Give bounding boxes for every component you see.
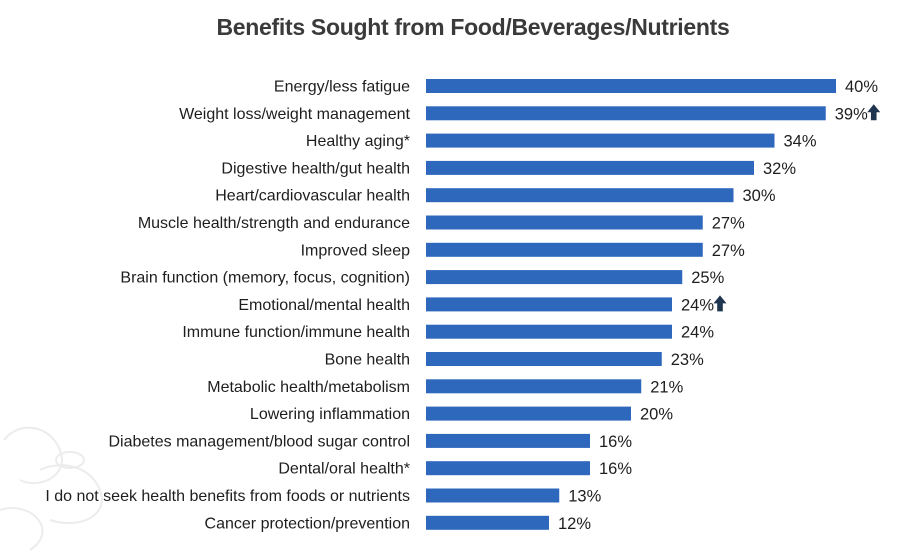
bar bbox=[426, 406, 631, 421]
bar bbox=[426, 270, 683, 285]
value-label: 24% bbox=[681, 324, 714, 342]
up-arrow-icon bbox=[867, 104, 881, 121]
value-label: 21% bbox=[650, 378, 683, 396]
bar bbox=[426, 379, 642, 394]
bar bbox=[426, 515, 549, 530]
bar bbox=[426, 160, 754, 175]
up-arrow-icon bbox=[713, 295, 727, 312]
value-label: 12% bbox=[558, 515, 591, 533]
bar bbox=[426, 188, 734, 203]
bar bbox=[426, 297, 672, 312]
value-label: 32% bbox=[763, 160, 796, 178]
bar bbox=[426, 433, 590, 448]
bar bbox=[426, 106, 826, 121]
bar bbox=[426, 242, 703, 257]
bar bbox=[426, 133, 775, 148]
bar bbox=[426, 79, 836, 93]
bar bbox=[426, 461, 590, 476]
bar bbox=[426, 324, 672, 339]
category-label: I do not seek health benefits from foods… bbox=[45, 488, 410, 505]
category-label: Cancer protection/prevention bbox=[205, 515, 410, 532]
value-label: 34% bbox=[784, 133, 817, 151]
chart-title: Benefits Sought from Food/Beverages/Nutr… bbox=[216, 14, 730, 40]
value-label: 16% bbox=[599, 460, 632, 478]
category-label: Digestive health/gut health bbox=[221, 160, 410, 177]
value-label: 27% bbox=[712, 215, 745, 233]
value-label: 24% bbox=[681, 296, 714, 314]
value-label: 30% bbox=[743, 187, 776, 205]
category-label: Weight loss/weight management bbox=[179, 106, 410, 123]
value-label: 20% bbox=[640, 406, 673, 424]
bar bbox=[426, 488, 560, 503]
category-label: Muscle health/strength and endurance bbox=[138, 215, 410, 232]
value-label: 40% bbox=[845, 78, 878, 96]
value-label: 27% bbox=[712, 242, 745, 260]
category-label: Heart/cardiovascular health bbox=[215, 188, 410, 205]
category-label: Bone health bbox=[325, 352, 410, 369]
value-label: 16% bbox=[599, 433, 632, 451]
category-label: Healthy aging* bbox=[306, 133, 410, 150]
category-label: Diabetes management/blood sugar control bbox=[108, 433, 410, 450]
bar bbox=[426, 352, 662, 366]
category-label: Emotional/mental health bbox=[238, 297, 410, 314]
category-label: Metabolic health/metabolism bbox=[207, 379, 410, 396]
value-label: 23% bbox=[671, 351, 704, 369]
category-label: Dental/oral health* bbox=[278, 461, 410, 478]
bar bbox=[426, 215, 703, 230]
value-label: 39% bbox=[835, 105, 868, 123]
category-label: Energy/less fatigue bbox=[274, 79, 410, 96]
value-label: 25% bbox=[691, 269, 724, 287]
value-label: 13% bbox=[568, 488, 601, 506]
category-label: Lowering inflammation bbox=[250, 406, 410, 423]
category-label: Immune function/immune health bbox=[182, 324, 410, 341]
category-label: Brain function (memory, focus, cognition… bbox=[120, 270, 410, 287]
decorative-watermark-icon bbox=[0, 426, 103, 551]
category-label: Improved sleep bbox=[301, 242, 410, 259]
